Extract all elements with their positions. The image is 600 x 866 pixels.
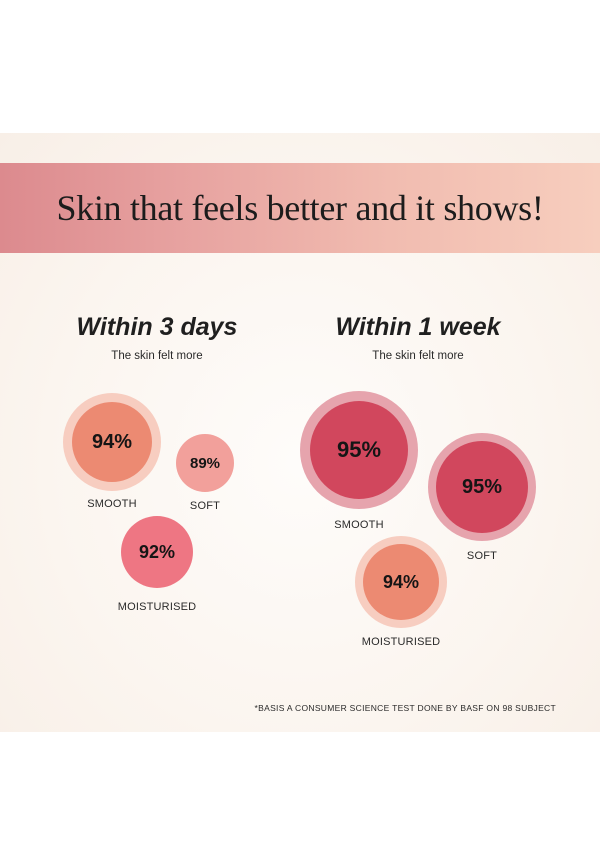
left-moisturised-circle: 92%	[121, 516, 193, 588]
right-soft-value: 95%	[461, 475, 503, 498]
left-smooth-label: SMOOTH	[87, 498, 137, 510]
right-smooth-label: SMOOTH	[334, 519, 384, 531]
right-moisturised-value: 94%	[382, 571, 420, 592]
left-smooth-circle: 94%	[72, 402, 152, 482]
left-moisturised-value: 92%	[138, 541, 176, 562]
right-moisturised-label: MOISTURISED	[361, 636, 441, 648]
left-heading: Within 3 days	[76, 313, 238, 341]
right-soft-label: SOFT	[466, 550, 498, 562]
footnote: *BASIS A CONSUMER SCIENCE TEST DONE BY B…	[254, 703, 556, 713]
right-subheading: The skin felt more	[372, 350, 464, 362]
right-smooth-circle: 95%	[310, 401, 408, 499]
left-soft-value: 89%	[189, 454, 221, 472]
left-subheading: The skin felt more	[111, 350, 203, 362]
right-soft-circle: 95%	[436, 441, 528, 533]
title-banner: Skin that feels better and it shows!	[0, 163, 600, 253]
right-smooth-value: 95%	[336, 437, 382, 462]
banner-title: Skin that feels better and it shows!	[56, 188, 544, 228]
left-moisturised-label: MOISTURISED	[117, 601, 197, 613]
right-heading: Within 1 week	[335, 313, 501, 341]
right-moisturised-circle: 94%	[363, 544, 439, 620]
left-soft-circle: 89%	[176, 434, 234, 492]
left-soft-label: SOFT	[189, 500, 221, 512]
left-smooth-value: 94%	[91, 430, 133, 453]
